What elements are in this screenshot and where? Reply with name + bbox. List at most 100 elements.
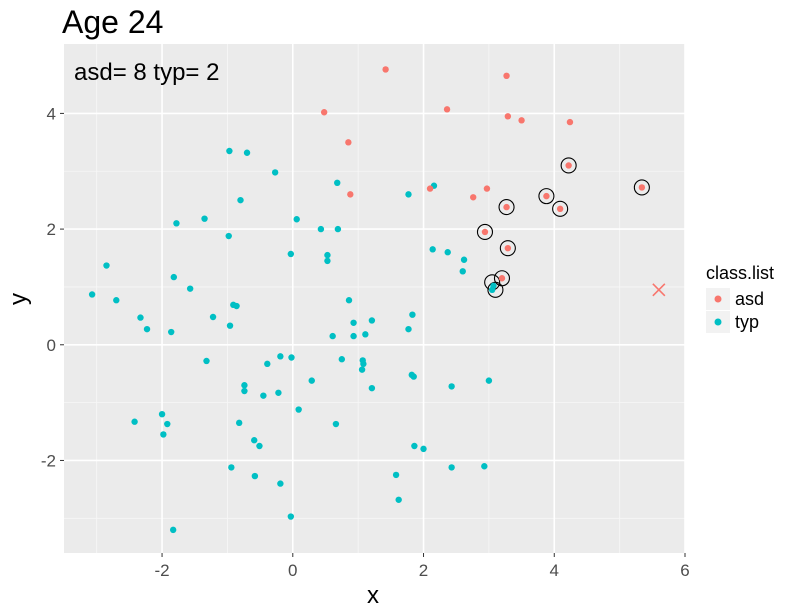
y-axis-ticks: -2 0 2 4 <box>41 104 64 470</box>
x-axis-ticks: -2 0 2 4 6 <box>154 553 690 580</box>
typ-point <box>405 325 412 333</box>
typ-point <box>485 377 493 384</box>
asd-point <box>320 109 328 116</box>
y-tick-label: 0 <box>47 336 56 355</box>
asd-point <box>518 117 525 124</box>
typ-point <box>251 437 258 444</box>
typ-point <box>251 472 259 480</box>
typ-point <box>103 262 110 269</box>
highlight-circle <box>560 157 577 174</box>
typ-point <box>411 442 418 450</box>
plot-panel <box>64 44 685 553</box>
legend-marker-typ <box>714 318 722 326</box>
typ-point <box>334 179 341 187</box>
asd-point <box>443 106 451 113</box>
typ-point <box>209 313 217 321</box>
y-tick-label: -2 <box>41 451 56 470</box>
series-typ-points <box>88 147 497 534</box>
typ-point <box>264 360 271 368</box>
y-tick-label: 4 <box>47 104 56 123</box>
typ-point <box>409 311 416 318</box>
highlight-circles <box>476 157 650 298</box>
typ-point <box>488 286 496 294</box>
legend-marker-asd <box>714 295 722 303</box>
typ-point <box>235 419 243 427</box>
legend-label-asd: asd <box>735 289 764 309</box>
asd-point <box>504 244 512 252</box>
highlight-circle <box>552 200 569 217</box>
x-axis-label: x <box>367 582 379 609</box>
typ-point <box>226 147 233 155</box>
x-tick-label: 0 <box>288 561 297 580</box>
query-marker-stroke <box>652 283 666 297</box>
typ-point <box>201 215 208 222</box>
legend-label-typ: typ <box>735 312 759 332</box>
highlight-circle <box>538 188 555 205</box>
typ-point <box>260 392 267 399</box>
typ-point <box>405 191 412 198</box>
asd-point <box>503 72 510 80</box>
typ-point <box>275 389 282 396</box>
typ-point <box>243 149 251 156</box>
typ-point <box>233 302 240 310</box>
highlight-circle <box>499 240 516 257</box>
typ-point <box>131 418 138 425</box>
typ-point <box>338 356 346 363</box>
typ-point <box>332 420 340 428</box>
typ-point <box>277 353 284 360</box>
typ-point <box>277 480 284 487</box>
asd-point <box>382 66 389 73</box>
typ-point <box>288 354 295 361</box>
typ-point <box>113 297 120 304</box>
typ-point <box>256 442 263 450</box>
typ-point <box>295 406 302 413</box>
typ-point <box>170 273 178 281</box>
typ-point <box>362 331 369 338</box>
asd-point <box>638 184 646 191</box>
typ-point <box>241 387 248 395</box>
typ-point <box>358 366 366 373</box>
series-asd-points <box>320 66 646 282</box>
typ-point <box>186 285 194 292</box>
typ-point <box>395 496 402 503</box>
typ-point <box>228 464 235 471</box>
typ-point <box>448 464 455 471</box>
asd-point <box>345 139 352 146</box>
typ-point <box>137 314 144 321</box>
asd-point <box>556 205 564 213</box>
typ-point <box>226 322 234 329</box>
typ-point <box>237 196 244 204</box>
typ-point <box>287 513 295 520</box>
typ-point <box>168 328 175 336</box>
asd-point <box>498 275 506 282</box>
asd-point <box>483 185 491 192</box>
typ-point <box>173 220 180 227</box>
typ-point <box>164 420 171 428</box>
highlight-circle <box>498 199 515 216</box>
typ-point <box>410 373 417 380</box>
typ-point <box>448 383 455 390</box>
typ-point <box>460 256 468 263</box>
query-point <box>652 283 666 297</box>
typ-point <box>360 360 367 368</box>
asd-point <box>503 203 510 211</box>
x-tick-label: 4 <box>550 561 559 580</box>
typ-point <box>293 216 300 223</box>
asd-point <box>543 192 550 200</box>
typ-point <box>241 382 248 389</box>
x-tick-label: 6 <box>680 561 689 580</box>
highlight-circle <box>633 179 650 196</box>
typ-point <box>345 297 353 304</box>
typ-point <box>420 445 427 453</box>
x-tick-label: 2 <box>419 561 428 580</box>
legend-title: class.list <box>706 263 774 283</box>
asd-point <box>504 113 512 120</box>
typ-point <box>143 325 151 333</box>
typ-point <box>368 384 376 392</box>
typ-point <box>481 463 488 470</box>
typ-point <box>392 471 400 479</box>
asd-point <box>347 191 354 198</box>
typ-point <box>459 268 466 275</box>
